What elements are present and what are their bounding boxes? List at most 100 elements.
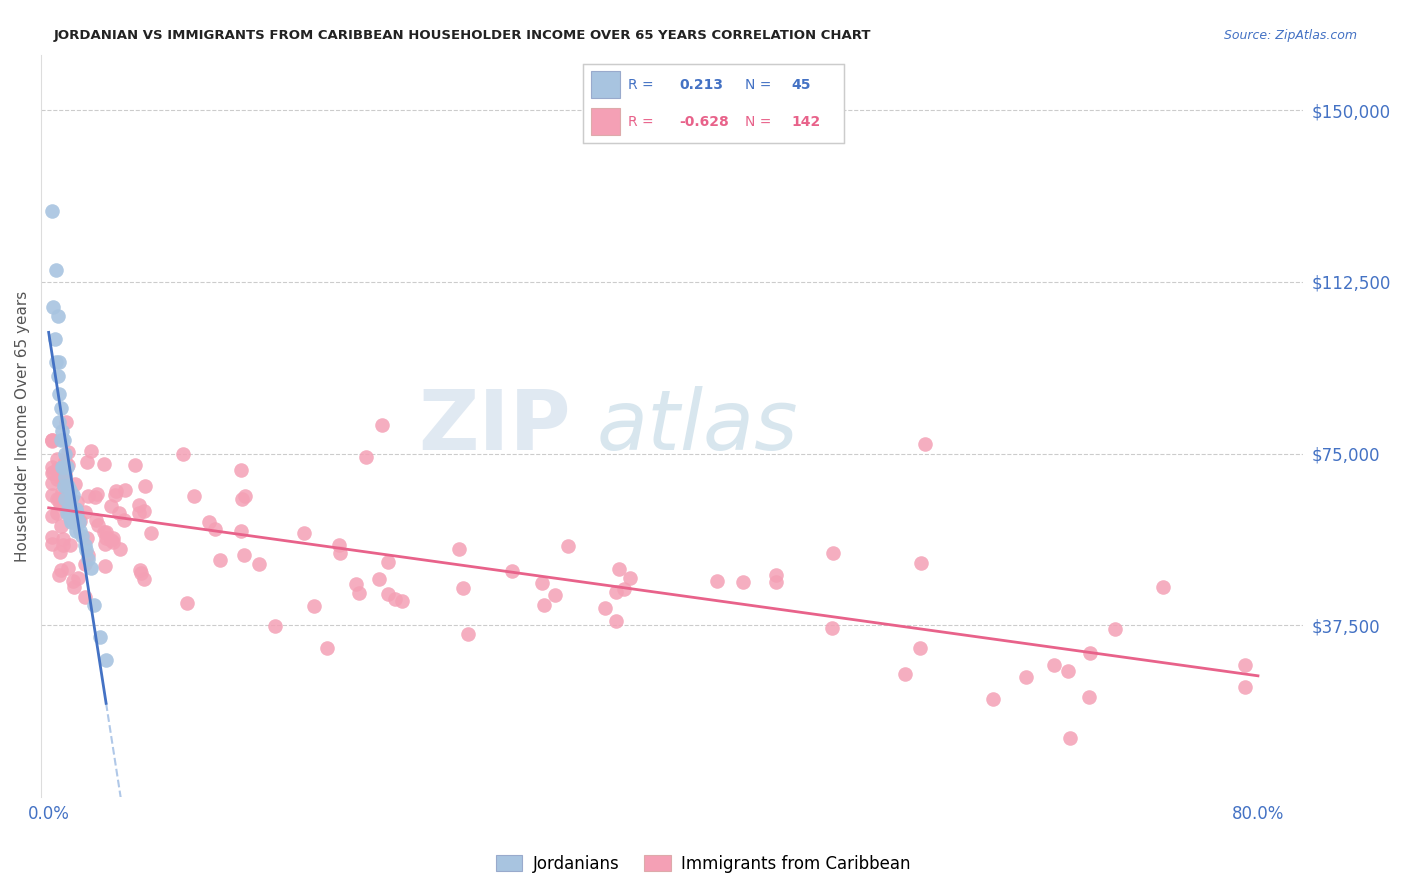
Point [73,538,96,552]
Point [53,487,76,501]
Point [530,576,553,591]
Point [56,478,79,492]
Point [56,458,79,472]
Point [1234,658,1257,673]
Point [48,387,70,401]
Point [247,558,270,572]
Point [316,640,339,655]
Point [41,476,63,491]
Point [75,542,97,557]
Point [66,495,89,509]
Point [231,491,253,506]
Point [593,600,616,615]
Point [80,561,103,575]
Point [48,492,70,507]
Point [894,666,917,681]
Point [605,614,627,628]
Point [391,594,413,608]
Point [67,516,90,530]
Text: R =: R = [627,78,654,92]
Point [41,488,63,502]
Point [58,501,80,516]
Point [42,465,65,479]
Point [619,572,641,586]
Point [104,483,127,498]
Point [55,415,77,429]
Point [45,355,67,369]
Point [94,653,117,667]
Point [94,531,117,545]
Point [89,630,111,644]
Point [765,567,787,582]
Point [53,474,76,488]
Point [128,499,150,513]
Point [77,489,100,503]
Point [328,538,350,552]
Point [46,462,69,476]
Point [46,310,69,324]
Point [128,563,150,577]
Point [46,507,69,521]
Point [108,542,131,557]
Point [59,510,82,524]
Point [53,447,76,461]
Point [981,692,1004,706]
Legend: Jordanians, Immigrants from Caribbean: Jordanians, Immigrants from Caribbean [489,848,917,880]
Point [344,576,367,591]
Point [208,552,231,566]
Point [104,488,127,502]
Point [83,598,105,612]
Point [46,491,69,506]
Text: 0.213: 0.213 [679,78,724,92]
Point [706,574,728,589]
Point [69,524,91,539]
Point [59,538,82,552]
Point [53,469,76,483]
Point [132,572,155,586]
Point [55,454,77,468]
Point [451,581,474,595]
Point [103,531,125,545]
Point [48,470,70,484]
Point [73,557,96,571]
Point [60,516,83,530]
Point [69,514,91,528]
Point [1152,580,1174,594]
Point [93,524,115,539]
Point [56,506,79,520]
Point [45,472,67,486]
Point [45,263,67,277]
Point [56,444,79,458]
Point [132,503,155,517]
Point [172,447,194,461]
Point [62,488,84,502]
Point [533,598,555,612]
Point [66,571,89,585]
Point [183,489,205,503]
Point [384,591,406,606]
Point [292,526,315,541]
Point [128,506,150,520]
Point [1104,622,1126,636]
Point [59,483,82,498]
Point [501,564,523,578]
Point [371,417,394,432]
Point [49,498,72,512]
Point [302,599,325,613]
Point [1078,646,1101,660]
Point [56,561,79,575]
Point [1056,664,1078,678]
Point [49,545,72,559]
Point [62,580,84,594]
Point [329,545,352,559]
Point [86,513,108,527]
Point [59,492,82,507]
Point [52,538,75,552]
Point [605,584,627,599]
Point [53,492,76,507]
Point [112,513,135,527]
Text: atlas: atlas [596,385,799,467]
Point [41,467,63,481]
Point [1059,731,1081,746]
Point [356,450,378,464]
